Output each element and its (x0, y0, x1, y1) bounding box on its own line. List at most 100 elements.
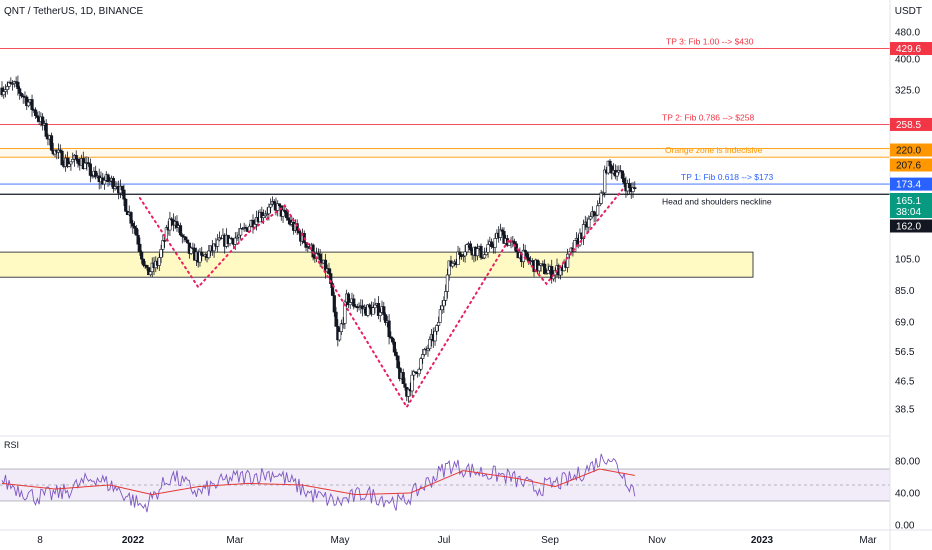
last-price-tag-bg (890, 193, 932, 218)
candle-body (94, 170, 98, 178)
candle-body (378, 312, 382, 316)
candle-body (451, 263, 455, 267)
candle-body (207, 250, 211, 258)
candle-body (49, 135, 54, 151)
price-tick-label: 85.0 (895, 286, 915, 297)
candle-body (417, 368, 421, 375)
price-tag-4-bg (890, 177, 932, 191)
time-tick-label: Sep (541, 535, 559, 546)
rsi-tick-label: 40.00 (895, 489, 920, 500)
candle-body (447, 260, 451, 276)
candle-body (7, 82, 11, 87)
candle-body (346, 293, 351, 306)
candle-body (371, 307, 375, 315)
candle-body (502, 231, 506, 244)
candle-body (578, 232, 582, 246)
candle-body (633, 187, 637, 190)
candle-body (581, 224, 586, 239)
candle-body (178, 225, 183, 236)
candle-body (200, 251, 204, 256)
candle-body (212, 243, 216, 252)
candle-body (131, 222, 135, 227)
price-tick-label: 105.0 (895, 255, 920, 266)
candle-body (334, 311, 338, 327)
candle-body (594, 214, 598, 217)
candle-body (396, 355, 400, 369)
candle-body (11, 83, 15, 85)
candle-body (339, 323, 343, 332)
candle-body (337, 331, 342, 341)
candle-body (479, 245, 483, 258)
candle-body (500, 229, 504, 232)
candle-body (108, 180, 112, 183)
candle-body (490, 241, 494, 247)
candle-body (76, 158, 80, 164)
candle-body (527, 257, 531, 262)
price-tick-label: 400.0 (895, 55, 920, 66)
candle-body (387, 320, 391, 338)
candle-body (608, 160, 612, 167)
price-tick-label: 480.0 (895, 27, 920, 38)
candle-body (458, 251, 462, 255)
candle-body (30, 99, 34, 110)
candle-body (546, 269, 550, 274)
rsi-layer (0, 435, 890, 513)
candle-body (543, 263, 547, 275)
price-tag-2: 220.0 (896, 146, 921, 157)
price-tag-3-bg (890, 158, 932, 172)
candle-body (475, 248, 480, 257)
candle-body (304, 242, 308, 248)
candle-body (276, 203, 280, 211)
price-tag-0: 429.6 (896, 44, 921, 55)
candle-body (19, 93, 24, 97)
candle-body (463, 251, 467, 257)
candle-body (295, 223, 299, 231)
candle-body (603, 169, 607, 194)
candle-body (523, 249, 527, 253)
candle-body (392, 341, 396, 353)
candle-body (414, 371, 418, 373)
candle-body (286, 217, 290, 221)
candle-body (631, 187, 635, 192)
candle-body (419, 358, 423, 370)
candle-body (122, 189, 126, 200)
price-tag-1-bg (890, 117, 932, 131)
candle-body (157, 257, 161, 266)
candle-body (592, 211, 596, 216)
candle-body (25, 96, 29, 107)
candle-body (260, 211, 264, 219)
candle-body (493, 238, 497, 248)
candle-body (486, 244, 490, 253)
time-tick-label: 8 (37, 535, 43, 546)
candle-body (461, 255, 465, 258)
candle-body (389, 336, 393, 339)
candle-body (9, 82, 13, 84)
candle-body (442, 300, 446, 307)
candle-body (228, 238, 232, 245)
candle-body (163, 240, 167, 242)
price-tag-3: 207.6 (896, 161, 921, 172)
time-tick-label: Jul (438, 535, 451, 546)
last-price-countdown: 38:04 (896, 207, 921, 218)
candle-body (403, 383, 407, 388)
candle-body (329, 273, 333, 284)
time-tick-label: Mar (859, 535, 877, 546)
candle-body (65, 157, 69, 167)
candle-body (343, 301, 347, 324)
candle-body (58, 149, 62, 152)
candle-body (438, 309, 442, 323)
candle-body (159, 249, 163, 258)
candle-body (235, 236, 239, 239)
candle-body (132, 225, 137, 229)
candle-body (185, 239, 190, 244)
candle-body (180, 234, 184, 237)
candle-body (525, 251, 529, 258)
candle-body (348, 302, 352, 306)
candle-body (136, 234, 140, 245)
candle-body (148, 271, 153, 276)
candle-body (368, 304, 372, 308)
candle-body (601, 192, 605, 194)
candle-body (69, 161, 73, 165)
candle-body (406, 388, 411, 397)
